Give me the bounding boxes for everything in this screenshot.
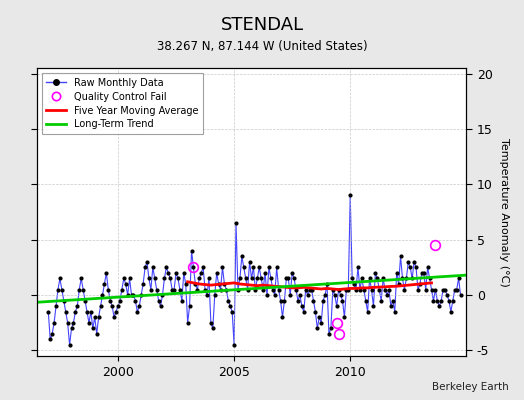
Text: STENDAL: STENDAL <box>221 16 303 34</box>
Text: Berkeley Earth: Berkeley Earth <box>432 382 508 392</box>
Y-axis label: Temperature Anomaly (°C): Temperature Anomaly (°C) <box>499 138 509 286</box>
Text: 38.267 N, 87.144 W (United States): 38.267 N, 87.144 W (United States) <box>157 40 367 53</box>
Legend: Raw Monthly Data, Quality Control Fail, Five Year Moving Average, Long-Term Tren: Raw Monthly Data, Quality Control Fail, … <box>41 73 203 134</box>
